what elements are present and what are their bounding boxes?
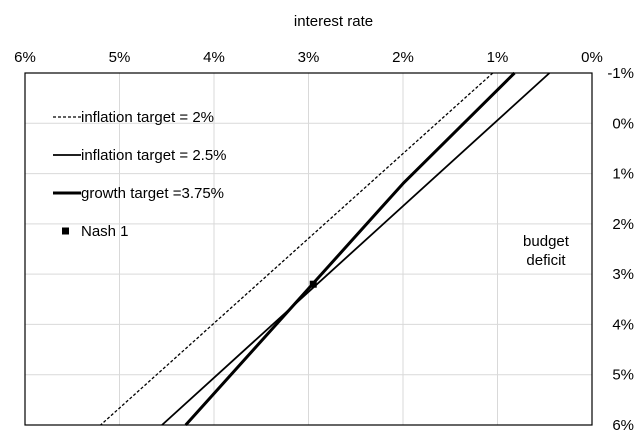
legend-label-nash: Nash 1 bbox=[81, 223, 129, 240]
y-axis-title-line-2: deficit bbox=[526, 252, 566, 269]
legend-label-inflation-2: inflation target = 2% bbox=[81, 109, 214, 126]
x-tick-label: 2% bbox=[392, 49, 414, 66]
y-tick-label: 1% bbox=[612, 166, 634, 183]
x-tick-label: 5% bbox=[109, 49, 131, 66]
y-tick-label: 6% bbox=[612, 417, 634, 432]
y-tick-label: 2% bbox=[612, 216, 634, 233]
x-tick-label: 0% bbox=[581, 49, 603, 66]
x-tick-label: 6% bbox=[14, 49, 36, 66]
y-tick-label: 0% bbox=[612, 115, 634, 132]
x-tick-label: 4% bbox=[203, 49, 225, 66]
series-line-1 bbox=[161, 72, 551, 426]
x-tick-label: 3% bbox=[298, 49, 320, 66]
nash-point-marker bbox=[309, 280, 317, 288]
x-tick-labels: 6% 5% 4% 3% 2% 1% 0% bbox=[14, 49, 603, 66]
x-tick-label: 1% bbox=[487, 49, 509, 66]
y-tick-label: 4% bbox=[612, 316, 634, 333]
x-axis-title: interest rate bbox=[294, 13, 373, 30]
y-tick-label: 3% bbox=[612, 266, 634, 283]
y-tick-label: -1% bbox=[607, 65, 634, 82]
legend-label-growth: growth target =3.75% bbox=[81, 185, 224, 202]
series-line-0 bbox=[100, 72, 494, 426]
legend-label-inflation-2-5: inflation target = 2.5% bbox=[81, 147, 227, 164]
grid bbox=[25, 73, 592, 425]
series-layer bbox=[100, 71, 551, 427]
plot-area-frame bbox=[24, 72, 593, 426]
legend: inflation target = 2% inflation target =… bbox=[53, 109, 227, 240]
y-tick-label: 5% bbox=[612, 367, 634, 384]
legend-symbol-nash bbox=[62, 227, 69, 235]
series-line-2 bbox=[184, 71, 516, 427]
y-axis-title-line-1: budget bbox=[523, 233, 570, 250]
y-tick-labels: -1% 0% 1% 2% 3% 4% 5% 6% bbox=[607, 65, 634, 432]
